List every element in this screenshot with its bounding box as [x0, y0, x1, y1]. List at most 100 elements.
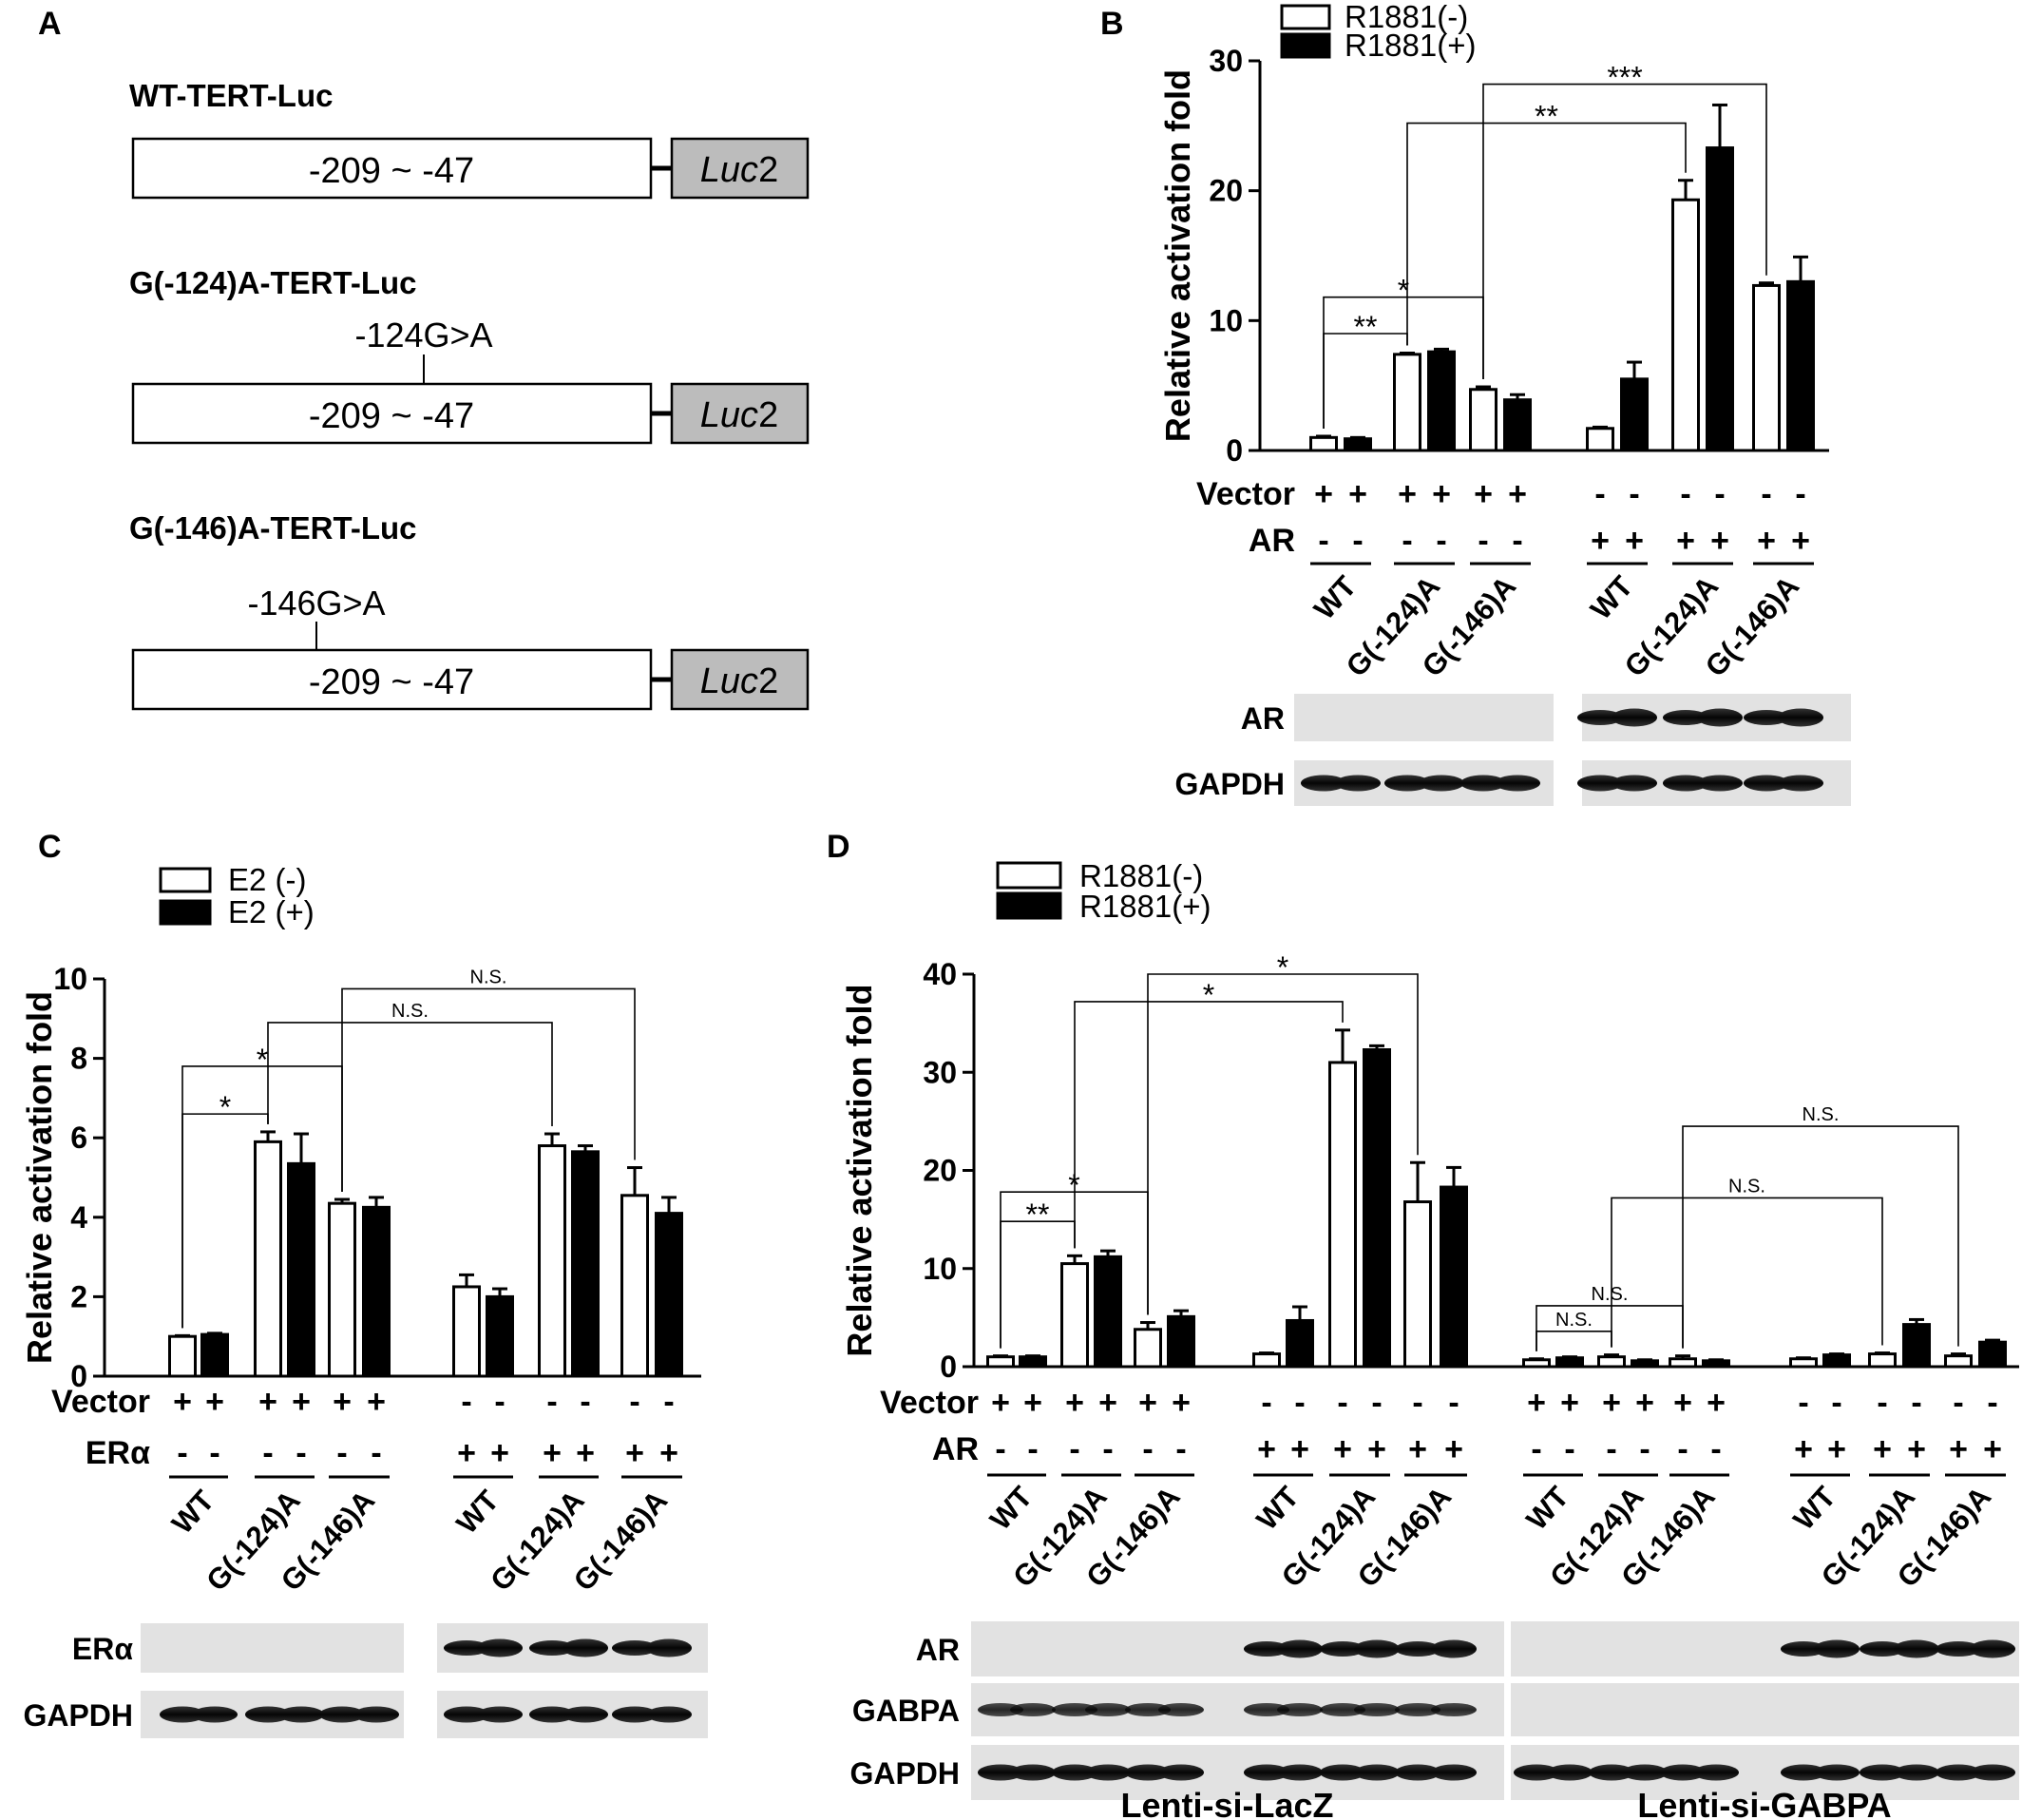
blot-label-c: ERα	[72, 1632, 133, 1666]
row-sign-d: -	[1677, 1431, 1688, 1467]
row-sign-c: +	[659, 1435, 678, 1471]
significance-label-d: N.S.	[1728, 1176, 1765, 1197]
blot-band-d	[1085, 1703, 1131, 1716]
y-tick-label-d: 0	[940, 1350, 957, 1384]
blot-band-d	[1085, 1764, 1131, 1781]
blot-band-d	[1431, 1639, 1477, 1658]
significance-bracket-d	[1682, 1125, 1959, 1349]
legend-label-b: R1881(-)	[1345, 0, 1468, 34]
row-sign-c: +	[292, 1384, 311, 1420]
row-sign-d: +	[1367, 1431, 1386, 1467]
row-sign-b: -	[1478, 523, 1488, 559]
row-sign-d: -	[1261, 1385, 1271, 1421]
blot-band-c	[477, 1638, 523, 1657]
blot-label-d: GABPA	[852, 1694, 960, 1728]
y-tick-label-c: 10	[53, 962, 87, 996]
row-label-d: AR	[932, 1431, 979, 1467]
blot-band-c	[444, 1706, 489, 1723]
blot-band-d	[1354, 1764, 1400, 1781]
bar-b	[1586, 427, 1614, 452]
blot-band-b	[1697, 775, 1743, 792]
bar-b	[1427, 350, 1456, 452]
row-sign-b: +	[1432, 476, 1451, 512]
bar-d	[1440, 1185, 1468, 1369]
legend-swatch-d	[996, 861, 1062, 890]
blot-band-d	[1125, 1703, 1171, 1716]
row-sign-b: +	[1676, 523, 1695, 559]
y-tick-label-d: 10	[923, 1252, 957, 1286]
row-sign-b: +	[1348, 476, 1367, 512]
blot-band-c	[646, 1706, 692, 1723]
significance-label-c: *	[219, 1090, 231, 1124]
blot-gap-d	[1504, 1745, 1511, 1800]
bar-c	[168, 1334, 197, 1378]
bar-d	[1403, 1200, 1432, 1369]
legend-label-d: R1881(+)	[1079, 889, 1211, 924]
bar-d	[1944, 1354, 1973, 1369]
bar-c	[571, 1150, 600, 1378]
row-sign-d: +	[1023, 1385, 1042, 1421]
row-sign-b: +	[1710, 523, 1729, 559]
blot-band-d	[978, 1764, 1023, 1781]
significance-label-c: *	[257, 1043, 268, 1077]
bar-d	[1252, 1352, 1281, 1369]
row-sign-c: +	[173, 1384, 192, 1420]
row-sign-d: +	[1673, 1385, 1692, 1421]
luc-label-wt: Luc2	[700, 150, 778, 190]
row-label-b: AR	[1249, 523, 1295, 559]
bar-c	[620, 1194, 649, 1378]
row-sign-d: +	[1098, 1385, 1117, 1421]
condition-label-d: Lenti-si-GABPA	[1637, 1786, 1891, 1820]
bar-b	[1752, 283, 1781, 452]
blot-band-c	[319, 1706, 365, 1723]
bar-c	[362, 1205, 391, 1378]
bar-b	[1309, 435, 1338, 452]
legend-swatch-c	[159, 867, 212, 893]
bar-d	[1978, 1340, 2007, 1369]
promoter-region-g146a: -209 ~ -47	[309, 662, 474, 702]
bar-d	[1328, 1061, 1357, 1369]
row-sign-c: +	[333, 1384, 352, 1420]
blot-band-c	[563, 1638, 608, 1657]
row-label-d: Vector	[880, 1385, 979, 1421]
row-sign-c: +	[490, 1435, 509, 1471]
y-axis-title-b: Relative activation fold	[1158, 69, 1197, 442]
row-sign-b: +	[1757, 523, 1776, 559]
significance-label-b: **	[1535, 100, 1558, 134]
blot-label-b: AR	[1241, 701, 1285, 736]
blot-gap-c	[404, 1691, 437, 1738]
row-sign-d: +	[1827, 1431, 1846, 1467]
row-sign-d: +	[1983, 1431, 2002, 1467]
significance-label-d: *	[1277, 950, 1288, 985]
blot-band-d	[1158, 1764, 1204, 1781]
row-sign-d: +	[991, 1385, 1010, 1421]
row-sign-d: +	[1138, 1385, 1157, 1421]
promoter-box-wt	[131, 137, 653, 200]
blot-band-d	[1277, 1639, 1323, 1658]
bar-c	[254, 1140, 282, 1378]
blot-band-d	[1589, 1764, 1634, 1781]
bar-d	[1363, 1048, 1391, 1369]
blot-band-d	[1660, 1764, 1706, 1781]
chart-panel-d: 0 10 20 30 40 Relative activation fold R1881(-…	[840, 858, 2019, 1820]
row-sign-d: +	[1560, 1385, 1579, 1421]
blot-band-d	[1395, 1764, 1440, 1781]
row-sign-b: -	[1318, 523, 1328, 559]
blot-band-b	[1778, 775, 1823, 792]
row-sign-b: -	[1629, 476, 1639, 512]
panel-b-label: B	[1100, 6, 1124, 42]
bar-b	[1393, 353, 1421, 452]
row-sign-d: -	[1531, 1431, 1541, 1467]
significance-bracket-b	[1482, 83, 1767, 380]
significance-label-d: *	[1203, 978, 1214, 1012]
row-sign-c: -	[262, 1435, 273, 1471]
blot-band-b	[1384, 775, 1430, 792]
row-sign-d: -	[1953, 1385, 1963, 1421]
row-label-c: ERα	[86, 1435, 150, 1471]
row-sign-c: -	[336, 1435, 347, 1471]
significance-label-d: N.S.	[1555, 1310, 1593, 1331]
row-sign-b: +	[1474, 476, 1493, 512]
blot-band-b	[1301, 775, 1346, 792]
bar-d	[1702, 1359, 1730, 1369]
